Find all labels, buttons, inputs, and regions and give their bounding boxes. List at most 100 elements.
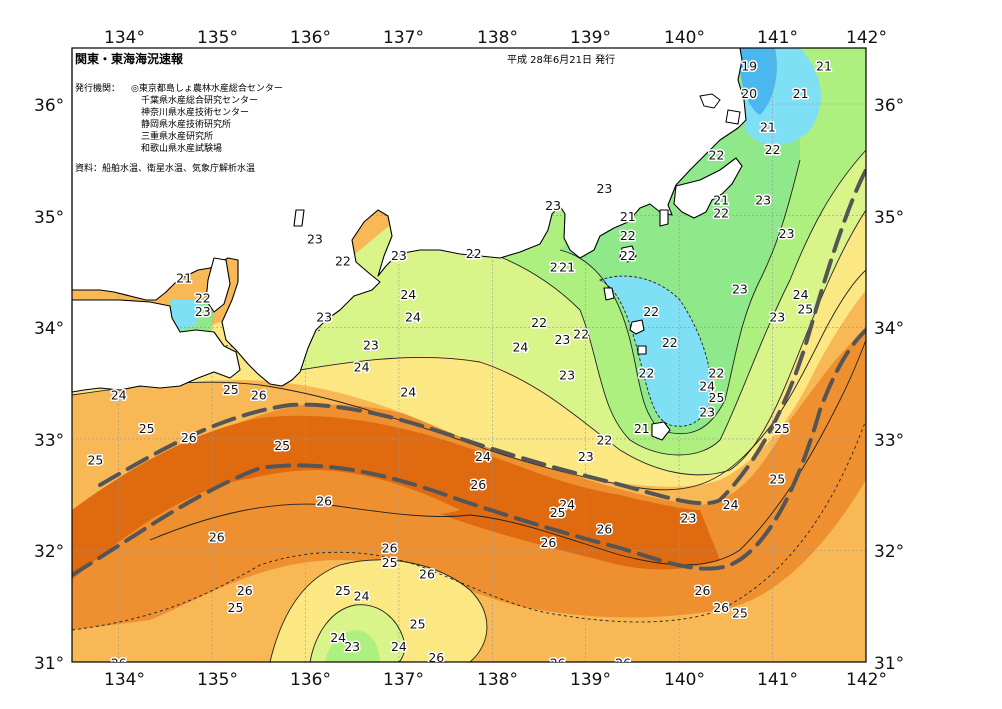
isotherm-label: 25 [727, 678, 743, 693]
lat-left-32: 32° [34, 542, 64, 562]
lon-bottom-134: 134° [104, 670, 145, 690]
isotherm-label: 23 [732, 282, 748, 297]
land-sado-islet [293, 209, 305, 227]
isotherm-label: 24 [330, 630, 346, 645]
agency-6: 和歌山県水産試験場 [141, 142, 222, 154]
isotherm-label: 22 [620, 248, 636, 263]
isotherm-label: 21 [713, 192, 729, 207]
zone-19-north [740, 48, 777, 115]
isotherm-label: 26 [316, 494, 332, 509]
isotherm-label: 21 [793, 86, 809, 101]
isotherm-label: 24 [699, 379, 715, 394]
lat-left-34: 34° [34, 319, 64, 339]
isotherm-label: 23 [545, 198, 561, 213]
title-bg [73, 49, 303, 67]
isotherm-label: 26 [596, 522, 612, 537]
longitude-labels-bottom: 134° 135° 136° 137° 138° 139° 140° 141° … [104, 670, 887, 690]
isotherm-label: 22 [709, 148, 725, 163]
isotherm-label: 26 [695, 583, 711, 598]
isotherm-label: 22 [713, 206, 729, 221]
land-miyake [637, 345, 647, 355]
lat-left-35: 35° [34, 208, 64, 228]
lat-right-36: 36° [874, 96, 904, 116]
agency-4: 静岡県水産技術研究所 [141, 118, 231, 130]
isotherm-label: 24 [354, 589, 370, 604]
zone-20-west [172, 300, 200, 330]
isotherm-label: 24 [391, 639, 407, 654]
isotherm-label: 24 [723, 497, 739, 512]
isotherm-label: 25 [87, 452, 103, 467]
map-frame [71, 47, 867, 663]
lon-top-140: 140° [664, 28, 705, 48]
isotherm-label: 26 [419, 566, 435, 581]
lon-bottom-138: 138° [477, 670, 518, 690]
isotherm-label: 21 [559, 259, 575, 274]
isotherm-label: 24 [512, 340, 528, 355]
isotherm-label: 23 [578, 449, 594, 464]
agency-2: 千葉県水産総合研究センター [141, 94, 258, 106]
isotherm-label: 21 [176, 270, 192, 285]
longitude-labels-top: 134° 135° 136° 137° 138° 139° 140° 141° … [104, 28, 887, 48]
agency-1: ◎東京都島しょ農林水産総合センター [131, 82, 283, 94]
lon-bottom-137: 137° [383, 670, 424, 690]
lon-bottom-139: 139° [570, 670, 611, 690]
lon-top-137: 137° [383, 28, 424, 48]
lat-right-32: 32° [874, 542, 904, 562]
lon-top-134: 134° [104, 28, 145, 48]
lon-bottom-140: 140° [664, 670, 705, 690]
isotherm-label: 25 [732, 605, 748, 620]
isotherm-label: 22 [466, 246, 482, 261]
isotherm-label: 26 [713, 600, 729, 615]
zone-20 [600, 276, 711, 427]
isotherm-label: 24 [111, 388, 127, 403]
isotherm-label: 22 [550, 259, 566, 274]
isotherm-label: 26 [209, 529, 225, 544]
lon-bottom-142: 142° [846, 670, 887, 690]
land-awaji [205, 257, 231, 313]
isotherm-label: 24 [475, 449, 491, 464]
isotherm-label: 24 [400, 384, 416, 399]
header: 関東・東海海況速報 平成 28年6月21日 発行 発行機関： ◎東京都島しょ農林… [73, 49, 645, 174]
isotherm-label: 24 [354, 360, 370, 375]
isotherm-label: 22 [335, 254, 351, 269]
lon-top-139: 139° [570, 28, 611, 48]
isotherm-label: 23 [307, 231, 323, 246]
isotherm-label: 19 [741, 58, 757, 73]
isotherm-label: 22 [620, 228, 636, 243]
isotherm-label: 22 [765, 142, 781, 157]
isotherm-label: 24 [793, 287, 809, 302]
lon-top-138: 138° [477, 28, 518, 48]
lon-top-136: 136° [290, 28, 331, 48]
lon-bottom-136: 136° [290, 670, 331, 690]
latitude-labels-right: 36° 35° 34° 33° 32° 31° [874, 96, 904, 674]
isotherm-label: 21 [634, 421, 650, 436]
isotherm-label: 23 [391, 248, 407, 263]
kuroshio-axis [72, 168, 866, 577]
isotherm-label: 25 [769, 471, 785, 486]
agency-5: 三重県水産研究所 [141, 130, 213, 142]
isotherm-label: 22 [639, 365, 655, 380]
isotherm-label: 25 [228, 600, 244, 615]
isotherm-label: 26 [181, 430, 197, 445]
land-miura [659, 209, 669, 227]
isotherm-label: 24 [400, 287, 416, 302]
lon-top-141: 141° [757, 28, 798, 48]
agencies-label: 発行機関： [75, 82, 120, 94]
isotherm-label: 23 [316, 310, 332, 325]
isotherm-label: 26 [470, 477, 486, 492]
land-shikoku [71, 299, 241, 393]
lon-bottom-135: 135° [197, 670, 238, 690]
land [71, 47, 747, 441]
date-bg [505, 52, 645, 66]
issue-date: 平成 28年6月21日 発行 [507, 53, 615, 66]
isotherm-label: 26 [428, 650, 444, 665]
land-lakes [699, 93, 741, 125]
isotherm-label: 23 [344, 639, 360, 654]
isotherm-label: 25 [223, 382, 239, 397]
land-boso [673, 157, 743, 219]
isotherm-label: 22 [195, 291, 211, 306]
isotherm-label: 26 [237, 583, 253, 598]
isotherm-label: 25 [550, 505, 566, 520]
isotherm-label: 23 [596, 181, 612, 196]
